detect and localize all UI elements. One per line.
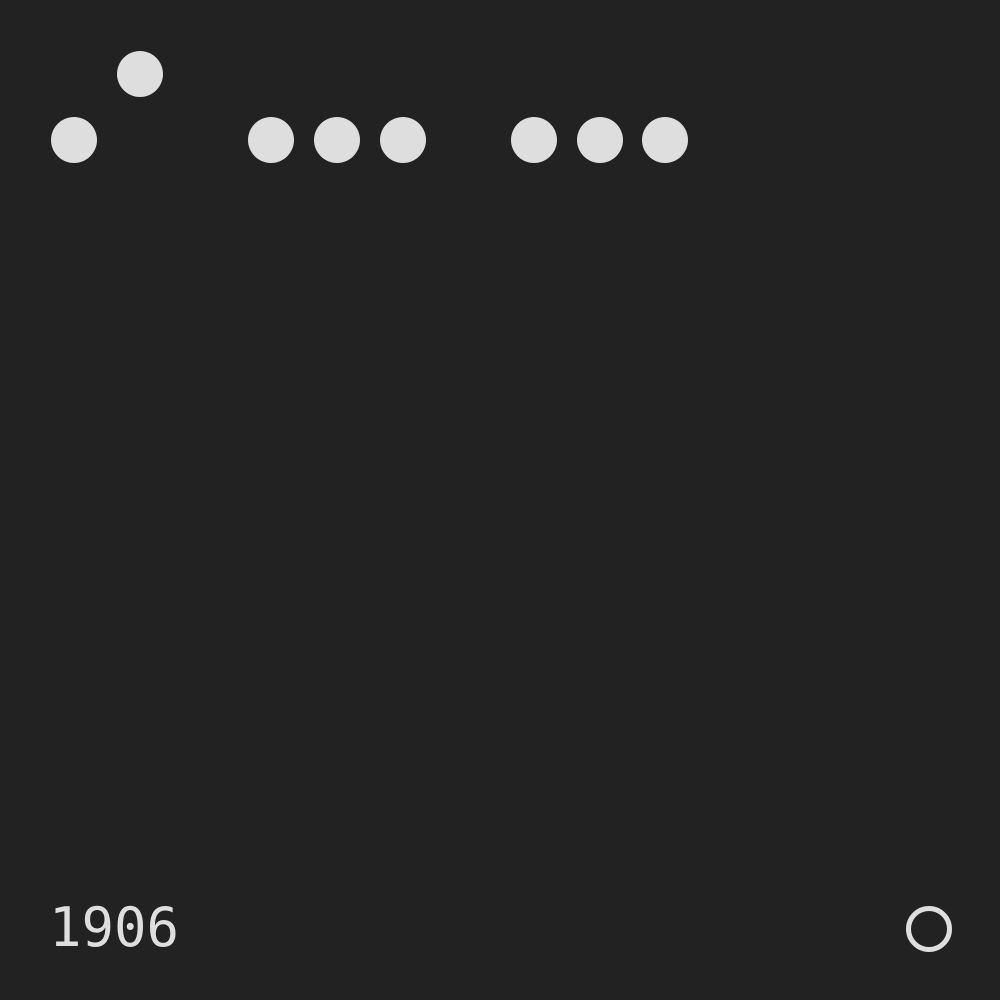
- group-3-dot-1: [511, 117, 557, 163]
- group-1-dot-1: [51, 117, 97, 163]
- year-label: 1906: [49, 896, 180, 959]
- group-3-dot-2: [577, 117, 623, 163]
- circle-outline-icon[interactable]: [906, 906, 952, 952]
- group-2-dot-1: [248, 117, 294, 163]
- group-3-dot-3: [642, 117, 688, 163]
- group-2-dot-3: [380, 117, 426, 163]
- group-1-dot-2: [117, 51, 163, 97]
- group-2-dot-2: [314, 117, 360, 163]
